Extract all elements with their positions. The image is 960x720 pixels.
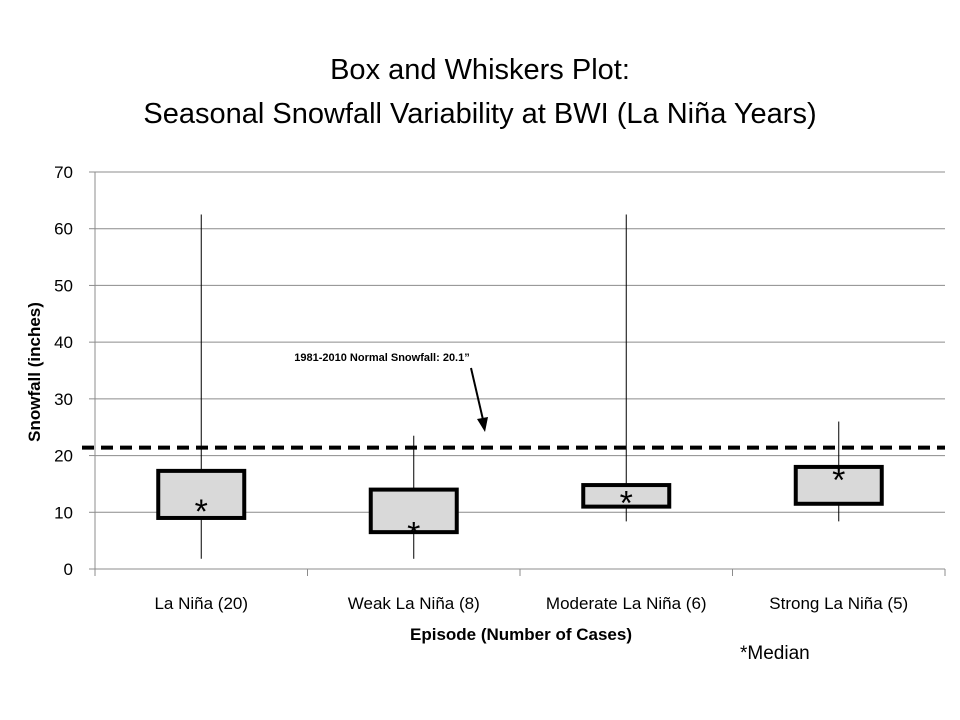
normal-snowfall-annotation: 1981-2010 Normal Snowfall: 20.1” [294,352,469,364]
box-group-2: * [581,214,672,522]
gridlines [95,171,945,513]
x-tick-label-1: Weak La Niña (8) [348,594,480,613]
y-axis-title: Snowfall (inches) [25,302,44,442]
y-tick-label-20: 20 [54,447,73,466]
box-group-3: * [793,421,884,522]
median-footnote: *Median [740,643,810,664]
chart-title-line-2: Seasonal Snowfall Variability at BWI (La… [143,98,817,130]
box-0 [156,468,247,520]
y-tick-label-10: 10 [54,503,73,522]
median-marker-0: * [195,493,208,531]
axes: 0 10 20 30 40 50 60 70 La Niña (20) Weak La Niña … [54,163,946,613]
y-tick-label-60: 60 [54,220,73,239]
y-tick-label-70: 70 [54,163,73,182]
x-tick-label-3: Strong La Niña (5) [769,594,908,613]
annotation-arrow-head [477,417,488,432]
box-2 [581,483,672,509]
y-tick-label-50: 50 [54,276,73,295]
y-tick-label-0: 0 [64,560,73,579]
reference-line-group [82,367,945,450]
x-tick-label-0: La Niña (20) [154,594,248,613]
median-marker-3: * [832,462,845,500]
x-tick-label-2: Moderate La Niña (6) [546,594,707,613]
median-marker-1: * [407,515,420,553]
chart-title: Box and Whiskers Plot: Seasonal Snowfall… [0,48,960,136]
box-1 [368,487,459,535]
x-axis-title: Episode (Number of Cases) [410,625,632,644]
annotation-arrow-shaft [470,367,485,425]
chart-title-line-1: Box and Whiskers Plot: [330,54,630,86]
median-marker-2: * [620,484,633,522]
box-group-0: * [156,214,247,559]
y-tick-label-30: 30 [54,390,73,409]
boxes: * * * * [156,214,884,559]
y-tick-label-40: 40 [54,333,73,352]
box-group-1: * [368,435,459,559]
box-3 [793,464,884,506]
